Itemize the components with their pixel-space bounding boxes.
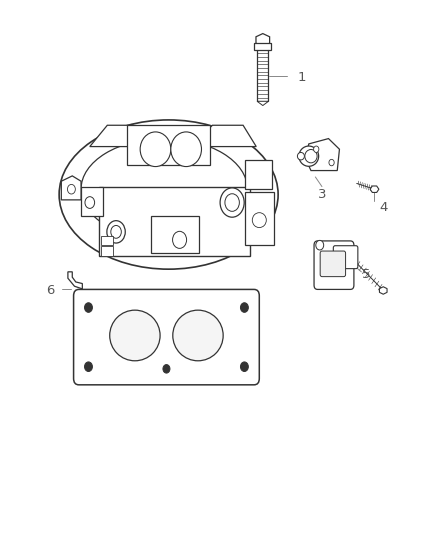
Text: 1: 1 xyxy=(298,71,307,84)
Ellipse shape xyxy=(220,188,244,217)
Polygon shape xyxy=(90,125,147,147)
Polygon shape xyxy=(379,287,387,294)
Text: 5: 5 xyxy=(361,268,370,281)
FancyBboxPatch shape xyxy=(320,251,346,277)
Polygon shape xyxy=(370,186,379,192)
Polygon shape xyxy=(256,34,270,46)
Ellipse shape xyxy=(107,221,125,243)
Ellipse shape xyxy=(240,362,248,372)
Ellipse shape xyxy=(85,362,92,372)
Ellipse shape xyxy=(85,303,92,312)
FancyBboxPatch shape xyxy=(127,125,210,165)
Ellipse shape xyxy=(59,120,278,269)
Ellipse shape xyxy=(85,197,95,208)
FancyBboxPatch shape xyxy=(81,187,103,216)
Ellipse shape xyxy=(171,132,201,166)
Polygon shape xyxy=(68,272,82,289)
Polygon shape xyxy=(61,176,81,200)
Ellipse shape xyxy=(67,184,75,194)
Ellipse shape xyxy=(299,146,318,166)
FancyBboxPatch shape xyxy=(245,192,274,245)
Text: 2: 2 xyxy=(136,217,145,230)
FancyBboxPatch shape xyxy=(314,241,354,289)
Ellipse shape xyxy=(305,149,317,163)
Text: 3: 3 xyxy=(318,188,326,201)
Ellipse shape xyxy=(81,139,247,240)
Ellipse shape xyxy=(110,310,160,361)
Text: 6: 6 xyxy=(46,284,55,297)
FancyBboxPatch shape xyxy=(254,43,271,50)
Ellipse shape xyxy=(314,146,319,152)
Ellipse shape xyxy=(252,213,266,228)
FancyBboxPatch shape xyxy=(74,289,259,385)
Polygon shape xyxy=(191,125,256,147)
FancyBboxPatch shape xyxy=(101,246,113,256)
FancyBboxPatch shape xyxy=(151,216,199,253)
Ellipse shape xyxy=(329,159,334,166)
FancyBboxPatch shape xyxy=(101,236,113,245)
Ellipse shape xyxy=(240,303,248,312)
FancyBboxPatch shape xyxy=(333,246,358,269)
Ellipse shape xyxy=(140,132,171,166)
Ellipse shape xyxy=(163,365,170,373)
Text: 7: 7 xyxy=(184,340,193,353)
Ellipse shape xyxy=(111,225,121,238)
Polygon shape xyxy=(257,101,268,106)
Ellipse shape xyxy=(297,152,304,160)
Polygon shape xyxy=(305,139,339,171)
Ellipse shape xyxy=(225,193,239,212)
Ellipse shape xyxy=(173,310,223,361)
FancyBboxPatch shape xyxy=(245,160,272,189)
Ellipse shape xyxy=(173,231,187,248)
Text: 4: 4 xyxy=(379,201,388,214)
Ellipse shape xyxy=(316,240,324,250)
FancyBboxPatch shape xyxy=(99,187,250,256)
